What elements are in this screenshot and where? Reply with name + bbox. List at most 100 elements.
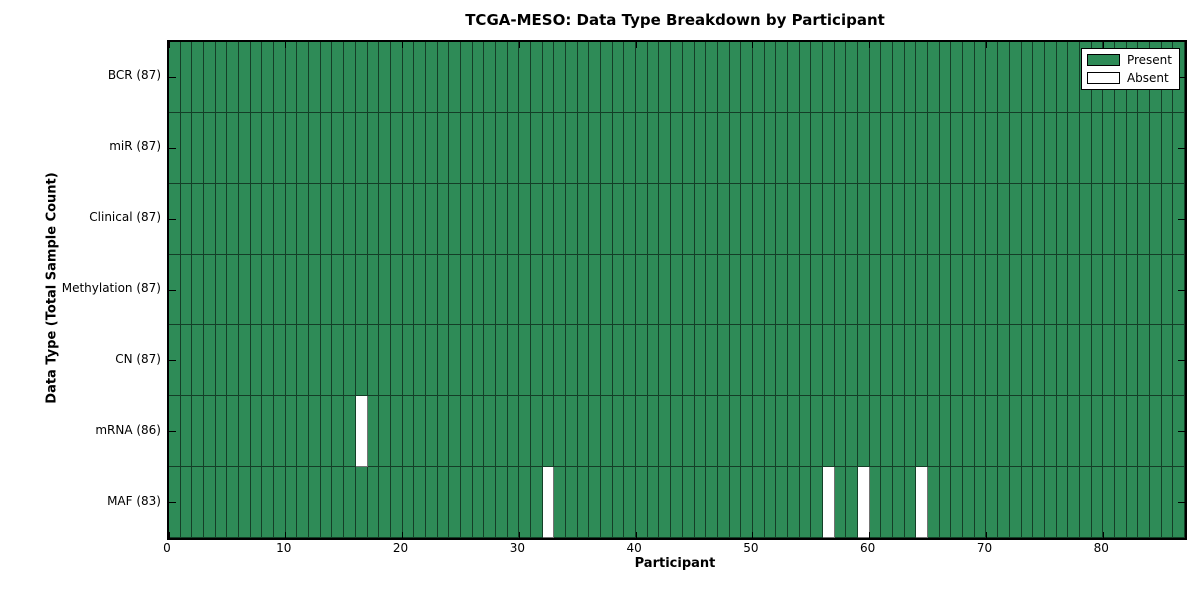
y-tick xyxy=(1178,431,1185,433)
heatmap-cell xyxy=(1091,254,1104,326)
heatmap-cell xyxy=(1138,396,1150,468)
heatmap-cell xyxy=(507,467,520,538)
heatmap-cell xyxy=(274,42,286,113)
heatmap-cell xyxy=(671,467,683,538)
legend-swatch-present xyxy=(1086,54,1120,66)
heatmap-cell xyxy=(951,183,964,255)
x-tick xyxy=(402,42,404,48)
heatmap-cell xyxy=(449,254,461,326)
heatmap-cell xyxy=(309,396,321,468)
heatmap-cell xyxy=(285,254,298,326)
heatmap-cell xyxy=(344,42,356,113)
heatmap-cell xyxy=(379,112,391,184)
heatmap-cell xyxy=(986,183,999,255)
heatmap-cell xyxy=(285,396,298,468)
heatmap-cell xyxy=(1068,467,1080,538)
heatmap-cell xyxy=(647,183,660,255)
x-tick xyxy=(518,532,520,538)
heatmap-cell xyxy=(951,396,964,468)
heatmap-cell xyxy=(566,183,578,255)
heatmap-cell xyxy=(682,183,695,255)
heatmap-cell xyxy=(893,183,905,255)
heatmap-cell xyxy=(379,325,391,397)
heatmap-cell xyxy=(215,42,228,113)
heatmap-cell xyxy=(414,396,426,468)
heatmap-cell xyxy=(1126,112,1139,184)
heatmap-cell xyxy=(577,325,590,397)
heatmap-cell xyxy=(846,42,858,113)
heatmap-cell xyxy=(939,112,952,184)
heatmap-cell xyxy=(858,183,870,255)
heatmap-cell xyxy=(204,112,216,184)
heatmap-cell xyxy=(484,42,496,113)
heatmap-cell xyxy=(262,112,275,184)
heatmap-cell xyxy=(460,112,473,184)
y-tick xyxy=(1178,76,1185,78)
heatmap-cell xyxy=(449,325,461,397)
heatmap-cell xyxy=(904,396,917,468)
heatmap-cell xyxy=(694,112,707,184)
heatmap-cell xyxy=(309,183,321,255)
heatmap-cell xyxy=(893,396,905,468)
heatmap-cell xyxy=(939,254,952,326)
legend-label-present: Present xyxy=(1126,53,1172,67)
heatmap-cell xyxy=(1079,183,1092,255)
heatmap-cell xyxy=(367,183,380,255)
heatmap-cell xyxy=(425,42,438,113)
heatmap-cell xyxy=(204,254,216,326)
heatmap-cell xyxy=(355,325,368,397)
heatmap-cell xyxy=(192,42,205,113)
y-tick xyxy=(169,360,176,362)
chart-title: TCGA-MESO: Data Type Breakdown by Partic… xyxy=(465,11,885,29)
heatmap-cell xyxy=(180,254,193,326)
heatmap-cell xyxy=(285,112,298,184)
heatmap-cell xyxy=(717,42,730,113)
heatmap-cell xyxy=(1068,396,1080,468)
heatmap-grid xyxy=(169,42,1185,538)
heatmap-cell xyxy=(320,467,333,538)
heatmap-cell xyxy=(659,42,672,113)
heatmap-cell xyxy=(250,396,263,468)
y-tick-label: MAF (83) xyxy=(107,493,161,508)
heatmap-cell xyxy=(402,396,415,468)
y-tick xyxy=(169,431,176,433)
heatmap-cell xyxy=(379,42,391,113)
heatmap-cell xyxy=(776,396,788,468)
heatmap-cell xyxy=(297,467,310,538)
heatmap-cell xyxy=(717,396,730,468)
heatmap-cell xyxy=(390,396,403,468)
heatmap-cell xyxy=(1056,183,1069,255)
heatmap-cell xyxy=(846,112,858,184)
heatmap-cell xyxy=(998,467,1010,538)
heatmap-cell xyxy=(787,325,800,397)
heatmap-cell xyxy=(227,467,240,538)
heatmap-cell xyxy=(297,325,310,397)
heatmap-cell xyxy=(332,467,345,538)
heatmap-cell xyxy=(1114,254,1127,326)
heatmap-cell xyxy=(484,254,496,326)
heatmap-cell xyxy=(1138,254,1150,326)
heatmap-cell xyxy=(542,467,555,538)
heatmap-cell xyxy=(776,325,788,397)
heatmap-cell xyxy=(601,183,613,255)
x-tick xyxy=(869,532,871,538)
heatmap-cell xyxy=(764,183,777,255)
heatmap-cell xyxy=(507,396,520,468)
heatmap-cell xyxy=(589,254,602,326)
heatmap-cell xyxy=(776,254,788,326)
heatmap-cell xyxy=(752,112,765,184)
x-tick xyxy=(752,532,754,538)
heatmap-cell xyxy=(204,183,216,255)
y-tick xyxy=(1178,289,1185,291)
heatmap-cell xyxy=(507,42,520,113)
x-tick xyxy=(1102,42,1104,48)
heatmap-cell xyxy=(460,42,473,113)
heatmap-cell xyxy=(986,396,999,468)
heatmap-cell xyxy=(472,467,485,538)
heatmap-cell xyxy=(460,325,473,397)
heatmap-cell xyxy=(799,396,812,468)
heatmap-cell xyxy=(531,42,543,113)
heatmap-cell xyxy=(1138,325,1150,397)
heatmap-cell xyxy=(636,112,648,184)
heatmap-cell xyxy=(449,467,461,538)
